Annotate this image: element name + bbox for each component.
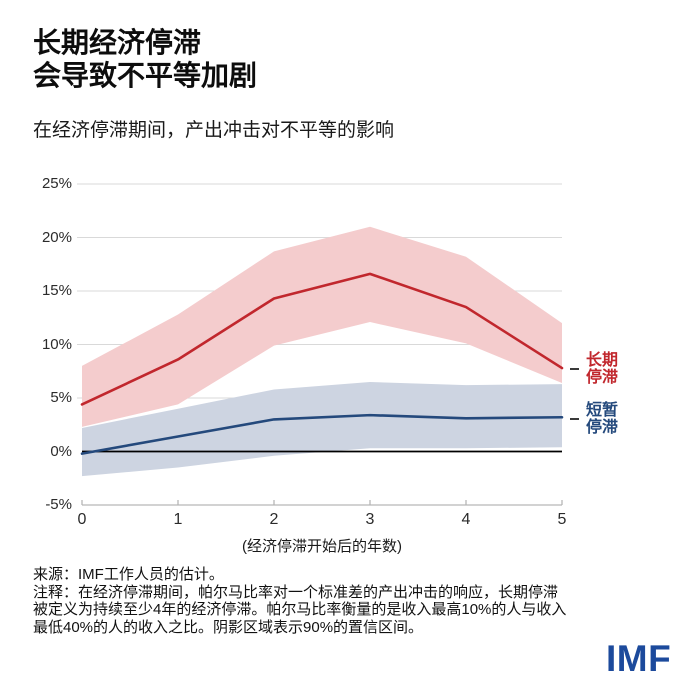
legend-short-label: 短暂 停滞 xyxy=(586,402,619,436)
x-tick-label: 4 xyxy=(461,511,471,528)
x-tick-label: 5 xyxy=(557,511,567,528)
legend-long-label: 长期 停滞 xyxy=(586,352,619,386)
footnotes: 来源：IMF工作人员的估计。 注释：在经济停滞期间，帕尔马比率对一个标准差的产出… xyxy=(33,566,566,636)
y-tick-label: 10% xyxy=(41,335,72,353)
y-tick-label: -5% xyxy=(45,496,72,513)
note-line-2: 被定义为持续至少4年的经济停滞。帕尔马比率衡量的是收入最高10%的人与收入 xyxy=(33,601,567,618)
short-stagnation-band xyxy=(82,381,562,477)
imf-logo: IMF xyxy=(606,638,672,679)
page-title-line2: 会导致不平等加剧 xyxy=(33,60,258,91)
x-tick-label: 3 xyxy=(365,511,375,528)
y-tick-label: 25% xyxy=(41,175,72,192)
x-tick-label: 0 xyxy=(77,511,87,528)
long-stagnation-line xyxy=(80,272,564,406)
x-tick-label: 2 xyxy=(269,511,279,528)
x-tick-label: 1 xyxy=(173,511,183,528)
source-note: 来源：IMF工作人员的估计。 xyxy=(33,566,224,583)
y-tick-label: 5% xyxy=(50,389,72,406)
long-stagnation-band xyxy=(82,226,562,427)
legend-long-dash-icon xyxy=(570,368,579,370)
legend-short-dash-icon xyxy=(570,418,579,420)
legend-short-stagnation: 短暂 停滞 xyxy=(570,402,618,436)
x-axis-caption: (经济停滞开始后的年数) xyxy=(242,538,402,555)
page-title-line1: 长期经济停滞 xyxy=(33,27,202,58)
note-line-1: 注释：在经济停滞期间，帕尔马比率对一个标准差的产出冲击的响应，长期停滞 xyxy=(33,583,559,601)
chart-subtitle: 在经济停滞期间，产出冲击对不平等的影响 xyxy=(33,120,395,141)
legend-long-stagnation: 长期 停滞 xyxy=(570,352,618,386)
note-line-3: 最低40%的人的收入之比。阴影区域表示90%的置信区间。 xyxy=(33,618,424,636)
y-tick-label: 0% xyxy=(50,442,72,460)
page-title: 长期经济停滞 会导致不平等加剧 xyxy=(33,26,257,92)
y-tick-label: 15% xyxy=(41,282,72,299)
short-stagnation-line xyxy=(80,413,564,455)
y-tick-label: 20% xyxy=(41,228,72,246)
